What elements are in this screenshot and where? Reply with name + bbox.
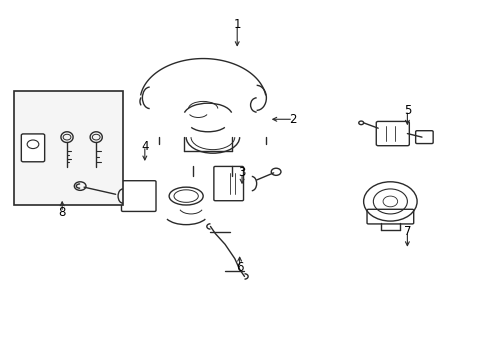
- Text: 7: 7: [403, 225, 410, 238]
- Text: 8: 8: [59, 206, 66, 219]
- Bar: [14, 91, 122, 205]
- Text: 2: 2: [289, 113, 296, 126]
- FancyBboxPatch shape: [121, 181, 156, 211]
- Text: 5: 5: [403, 104, 410, 117]
- FancyBboxPatch shape: [415, 131, 432, 144]
- Text: 1: 1: [233, 18, 241, 31]
- FancyBboxPatch shape: [21, 134, 44, 162]
- Text: 3: 3: [238, 166, 245, 179]
- FancyBboxPatch shape: [213, 166, 243, 201]
- FancyBboxPatch shape: [366, 209, 413, 224]
- Text: 6: 6: [235, 261, 243, 274]
- FancyBboxPatch shape: [375, 121, 408, 146]
- Text: 4: 4: [141, 140, 148, 153]
